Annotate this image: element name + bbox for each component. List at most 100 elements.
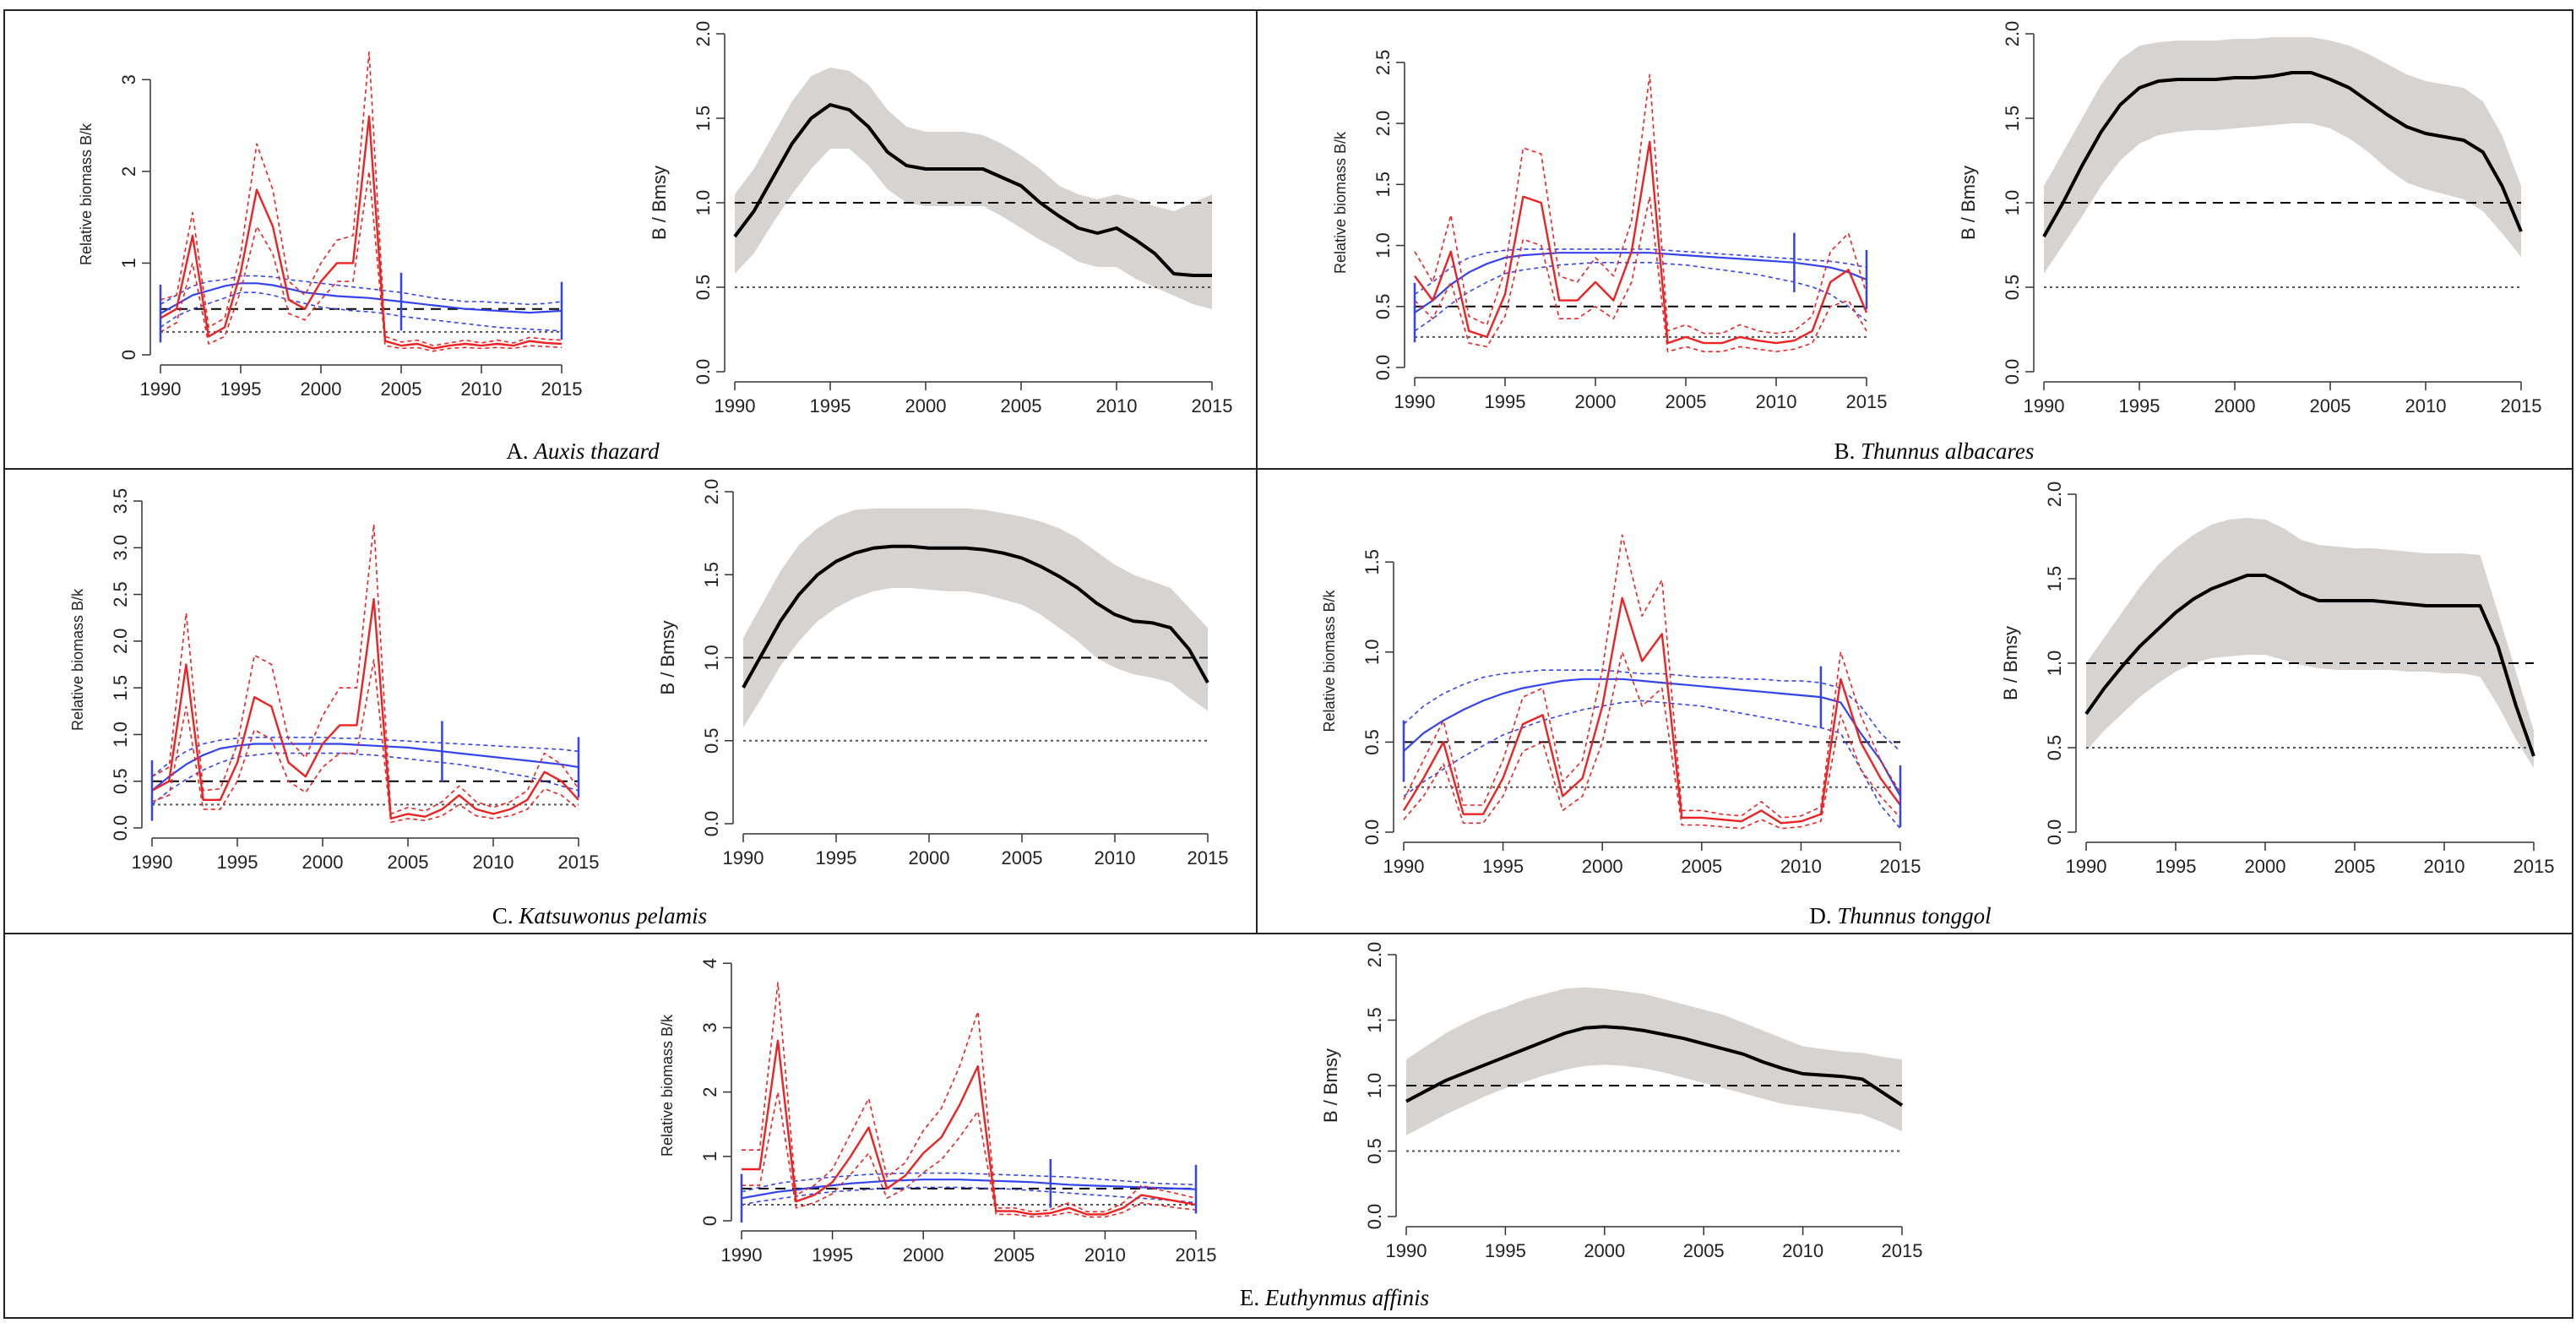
model-biomass-line: [1414, 252, 1867, 313]
y-tick-label: 2.0: [693, 21, 714, 47]
y-tick-label: 1.0: [2002, 190, 2023, 216]
model-biomass-line: [151, 743, 579, 792]
cpue-lower-line: [742, 1091, 1197, 1218]
caption-B-species: Thunnus albacares: [1861, 438, 2034, 464]
y-axis-label: B / Bmsy: [1958, 166, 1979, 240]
chart-B-relative-biomass: 1990 1995 2000 2005 2010 2015 0.0 0.5 1.0 1.5 2.0 2…: [1332, 50, 1887, 412]
x-tick-label: 2010: [473, 852, 514, 873]
x-tick-label: 2005: [388, 852, 429, 873]
x-tick-label: 1990: [2066, 856, 2107, 877]
median-b-bmsy-line: [733, 103, 1212, 277]
x-tick-label: 2005: [2310, 395, 2351, 416]
x-tick-label: 2005: [1002, 847, 1043, 868]
chart-C-b-bmsy: 1990 1995 2000 2005 2010 2015 0.0 0.5 1.0 1.5 2.0 B…: [657, 479, 1228, 868]
y-tick-label: 1.0: [1364, 1073, 1385, 1099]
x-tick-label: 2015: [1187, 847, 1229, 868]
x-tick-label: 1995: [2119, 395, 2160, 416]
y-tick-label: 0.5: [1364, 1138, 1385, 1164]
x-tick-label: 2000: [301, 378, 342, 400]
y-tick-label: 1.5: [2044, 566, 2065, 592]
x-tick-label: 2000: [1575, 391, 1617, 412]
x-tick-label: 2010: [1782, 1240, 1823, 1261]
cpue-upper-line: [151, 523, 579, 815]
uncertainty-band: [1406, 987, 1902, 1135]
y-tick-label: 2.0: [1364, 942, 1385, 968]
y-tick-label: 0.5: [1361, 729, 1383, 755]
uncertainty-band: [743, 508, 1208, 727]
cpue-lower-line: [151, 659, 579, 824]
y-tick-label: 0.5: [2044, 735, 2065, 761]
caption-D-species: Thunnus tonggol: [1837, 903, 1991, 928]
x-tick-label: 2010: [2424, 856, 2465, 877]
model-biomass-line: [741, 1179, 1197, 1200]
chart-B-b-bmsy: 1990 1995 2000 2005 2010 2015 0.0 0.5 1.0 1.5 2.0 B…: [1958, 21, 2541, 416]
y-tick-label: 1.0: [701, 645, 722, 671]
y-tick-label: 1.0: [110, 721, 131, 748]
chart-A-relative-biomass: 1990 1995 2000 2005 2010 2015 0 1 2 3 Relative bio…: [78, 51, 582, 400]
x-tick-label: 2015: [558, 852, 600, 873]
caption-C-prefix: C.: [492, 903, 519, 928]
cpue-biomass-line: [160, 115, 562, 350]
y-tick-label: 1.5: [1364, 1007, 1385, 1033]
median-b-bmsy-line: [2084, 574, 2535, 757]
x-tick-label: 2005: [1683, 1240, 1725, 1261]
uncertainty-band: [2086, 518, 2534, 768]
x-tick-label: 2010: [1096, 395, 1138, 416]
x-tick-label: 2005: [381, 378, 422, 400]
y-tick-label: 2.5: [1372, 50, 1394, 76]
x-tick-label: 2000: [2245, 856, 2286, 877]
model-upper-line: [1403, 669, 1901, 752]
x-tick-label: 1990: [721, 1244, 763, 1266]
y-tick-label: 0.5: [1372, 293, 1394, 319]
x-tick-label: 2010: [1780, 856, 1822, 877]
x-tick-label: 1995: [2155, 856, 2197, 877]
y-tick-label: 2.0: [1372, 111, 1394, 137]
y-tick-label: 2.0: [2044, 482, 2065, 508]
median-b-bmsy-line: [2042, 71, 2523, 237]
x-tick-label: 2005: [2334, 856, 2376, 877]
x-tick-label: 2015: [2501, 395, 2542, 416]
y-tick-label: 2.5: [110, 581, 131, 607]
cpue-upper-line: [160, 51, 562, 346]
y-tick-label: 0: [699, 1216, 720, 1226]
caption-B: B. Thunnus albacares: [1834, 438, 2035, 464]
y-tick-label: 0.5: [110, 768, 131, 794]
x-tick-label: 2015: [1192, 395, 1233, 416]
y-axis-label: Relative biomass B/k: [659, 1014, 676, 1157]
y-tick-label: 3: [699, 1022, 720, 1032]
y-tick-label: 0.5: [2002, 275, 2023, 301]
cpue-upper-line: [742, 982, 1197, 1213]
model-biomass-line: [1403, 678, 1901, 797]
y-tick-label: 2: [118, 166, 139, 177]
x-tick-label: 2005: [993, 1244, 1035, 1266]
x-tick-label: 1990: [2024, 395, 2065, 416]
x-tick-label: 1995: [1485, 1240, 1526, 1261]
x-tick-label: 1990: [715, 395, 756, 416]
y-tick-label: 0.5: [701, 727, 722, 754]
model-lower-line: [1403, 700, 1901, 830]
y-tick-label: 1.5: [2002, 106, 2023, 132]
median-b-bmsy-line: [1405, 1025, 1904, 1107]
x-tick-label: 2000: [903, 1244, 944, 1266]
y-tick-label: 0.5: [693, 275, 714, 301]
y-tick-label: 0.0: [1361, 819, 1383, 846]
y-axis-label: B / Bmsy: [2000, 626, 2021, 700]
x-tick-label: 2000: [909, 847, 950, 868]
y-tick-label: 0.0: [2044, 819, 2065, 846]
chart-C-relative-biomass: 1990 1995 2000 2005 2010 2015 0.0 0.5 1.0 1.5 2.0 2…: [69, 488, 599, 873]
y-axis-label: B / Bmsy: [657, 620, 678, 694]
model-lower-line: [160, 291, 562, 332]
model-biomass-line: [160, 282, 562, 315]
x-tick-label: 1990: [1383, 856, 1425, 877]
y-axis-label: Relative biomass B/k: [1321, 589, 1338, 732]
y-tick-label: 0.0: [2002, 359, 2023, 385]
x-tick-label: 2015: [1880, 856, 1921, 877]
model-lower-line: [1414, 261, 1867, 332]
y-tick-label: 2: [699, 1086, 720, 1097]
x-tick-label: 2015: [1846, 391, 1888, 412]
x-tick-label: 1990: [723, 847, 764, 868]
x-tick-label: 2005: [1666, 391, 1707, 412]
caption-E-species: Euthynmus affinis: [1264, 1285, 1429, 1310]
y-axis-label: Relative biomass B/k: [78, 122, 95, 265]
uncertainty-band: [2044, 37, 2521, 274]
